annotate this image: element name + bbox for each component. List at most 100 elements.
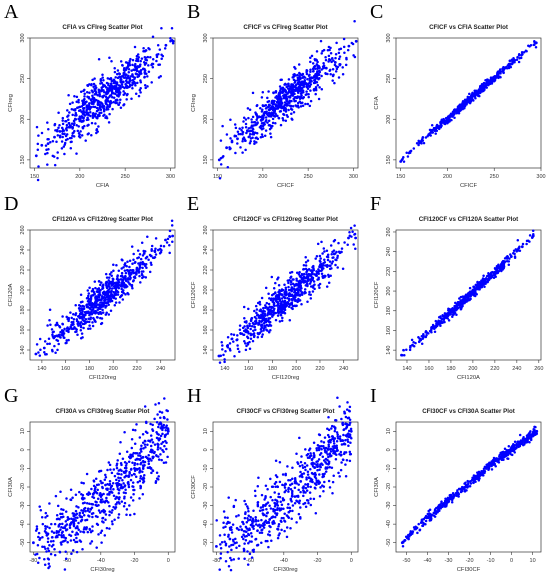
- cloud-point: [278, 532, 281, 535]
- data-point: [333, 253, 336, 256]
- cloud-point: [250, 319, 253, 322]
- cloud-point: [338, 52, 341, 55]
- cloud-point: [64, 550, 67, 553]
- x-tick-label: 220: [132, 366, 141, 372]
- cloud-point: [340, 418, 343, 421]
- cloud-point: [50, 523, 53, 526]
- data-point: [150, 255, 153, 258]
- cloud-point: [261, 96, 264, 99]
- cloud-point: [140, 69, 143, 72]
- points-group: [35, 27, 175, 181]
- cloud-point: [94, 504, 97, 507]
- cloud-point: [156, 421, 159, 424]
- cloud-point: [267, 292, 270, 295]
- cloud-point: [149, 440, 152, 443]
- cloud-point: [224, 516, 227, 519]
- cloud-point: [250, 118, 253, 121]
- data-point: [319, 265, 322, 268]
- cloud-point: [54, 523, 57, 526]
- cloud-point: [340, 48, 343, 51]
- x-tick-label: 300: [536, 174, 545, 180]
- cloud-point: [299, 299, 302, 302]
- cloud-point: [149, 56, 152, 59]
- cloud-point: [37, 148, 40, 151]
- cloud-point: [306, 301, 309, 304]
- cloud-point: [269, 478, 272, 481]
- data-point: [297, 289, 300, 292]
- cloud-point: [274, 96, 277, 99]
- cloud-point: [482, 277, 485, 280]
- cloud-point: [100, 79, 103, 82]
- cloud-point: [117, 69, 120, 72]
- cloud-point: [139, 65, 142, 68]
- cloud-point: [243, 558, 246, 561]
- cloud-point: [108, 105, 111, 108]
- cloud-point: [261, 336, 264, 339]
- cloud-point: [107, 283, 110, 286]
- cloud-point: [128, 68, 131, 71]
- cloud-point: [123, 497, 126, 500]
- cloud-point: [112, 270, 115, 273]
- cloud-point: [311, 472, 314, 475]
- cloud-point: [326, 250, 329, 253]
- cloud-point: [138, 73, 141, 76]
- scatter-plot: CFI30A vs CFI30reg Scatter Plot-80-60-40…: [0, 384, 183, 574]
- data-point: [334, 61, 337, 64]
- cloud-point: [81, 497, 84, 500]
- cloud-point: [247, 308, 250, 311]
- cloud-point: [110, 271, 113, 274]
- cloud-point: [94, 84, 97, 87]
- cloud-point: [127, 64, 130, 67]
- cloud-point: [250, 317, 253, 320]
- data-point: [82, 110, 85, 113]
- cloud-point: [64, 568, 67, 571]
- cloud-point: [242, 327, 245, 330]
- data-point: [422, 335, 425, 338]
- data-point: [142, 456, 145, 459]
- cloud-point: [297, 294, 300, 297]
- data-point: [35, 353, 38, 356]
- cloud-point: [302, 105, 305, 108]
- cloud-point: [265, 515, 268, 518]
- cloud-point: [122, 482, 125, 485]
- cloud-point: [247, 337, 250, 340]
- cloud-point: [246, 325, 249, 328]
- cloud-point: [96, 116, 99, 119]
- cloud-point: [299, 282, 302, 285]
- y-tick-label: 180: [386, 306, 392, 315]
- cloud-point: [80, 90, 83, 93]
- cloud-point: [232, 523, 235, 526]
- cloud-point: [272, 122, 275, 125]
- data-point: [79, 317, 82, 320]
- cloud-point: [69, 103, 72, 106]
- cloud-point: [295, 284, 298, 287]
- data-point: [521, 53, 524, 56]
- cloud-point: [296, 79, 299, 82]
- y-axis-label: CFIA: [374, 96, 380, 109]
- cloud-point: [280, 110, 283, 113]
- cloud-point: [284, 101, 287, 104]
- cloud-point: [434, 127, 437, 130]
- cloud-point: [114, 292, 117, 295]
- cloud-point: [338, 475, 341, 478]
- cloud-point: [332, 256, 335, 259]
- cloud-point: [162, 441, 165, 444]
- cloud-point: [519, 249, 522, 252]
- cloud-point: [142, 493, 145, 496]
- cloud-point: [98, 280, 101, 283]
- cloud-point: [83, 102, 86, 105]
- cloud-point: [116, 463, 119, 466]
- cloud-point: [294, 289, 297, 292]
- chart-title: CFI120A vs CFI120reg Scatter Plot: [52, 216, 153, 223]
- cloud-point: [46, 138, 49, 141]
- cloud-point: [307, 259, 310, 262]
- cloud-point: [265, 107, 268, 110]
- cloud-point: [122, 289, 125, 292]
- cloud-point: [241, 332, 244, 335]
- cloud-point: [122, 292, 125, 295]
- cloud-point: [70, 321, 73, 324]
- cloud-point: [434, 132, 437, 135]
- cloud-point: [309, 79, 312, 82]
- cloud-point: [508, 257, 511, 260]
- cloud-point: [52, 544, 55, 547]
